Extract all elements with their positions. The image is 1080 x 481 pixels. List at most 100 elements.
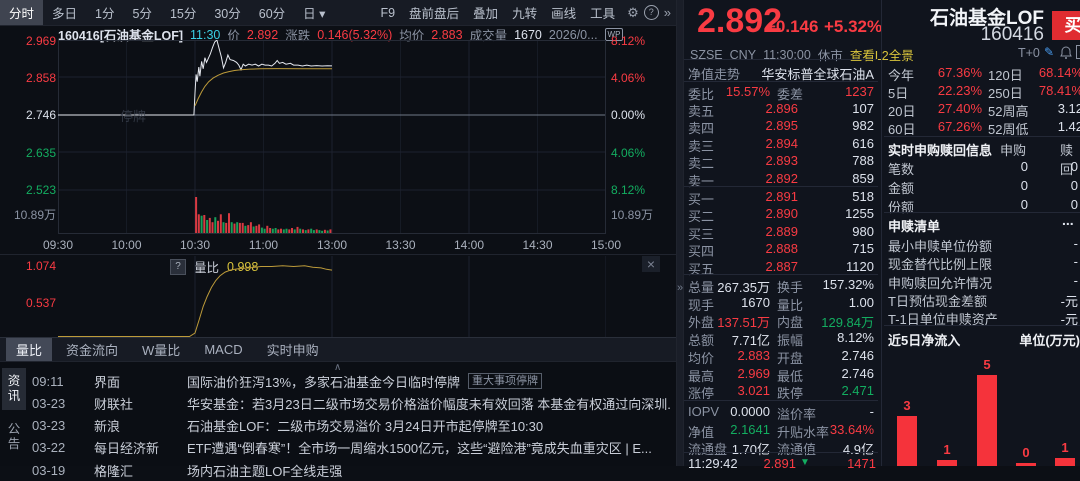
panel-divider[interactable]: » xyxy=(676,0,684,466)
ask-row-卖四[interactable]: 卖四 2.895 982 xyxy=(684,118,878,136)
news-sidebar-公告[interactable]: 公告 xyxy=(7,422,21,451)
stat-value: 2.969 xyxy=(737,365,770,381)
ask-row-卖一[interactable]: 卖一 2.892 859 xyxy=(684,171,878,189)
related-fund-link[interactable]: 华安标普全球石油A xyxy=(761,67,874,82)
timeframe-tab-30分[interactable]: 30分 xyxy=(214,7,241,21)
perf-label: 20日 xyxy=(888,104,916,119)
list-row: T-1日单位申赎资产 -元 xyxy=(884,309,1080,327)
buy-button[interactable]: 买 xyxy=(1052,11,1080,40)
toolbar-item-叠加[interactable]: 叠加 xyxy=(473,7,499,21)
indicator-tab-实时申购[interactable]: 实时申购 xyxy=(266,343,319,358)
volume-value: 1670 xyxy=(514,27,542,42)
indicator-tab-W量比[interactable]: W量比 xyxy=(142,343,181,358)
inflow-bar xyxy=(1055,458,1075,466)
toolbar-item-盘前盘后[interactable]: 盘前盘后 xyxy=(409,7,460,21)
news-panel: ∧ 资讯公告 09:11 界面 国际油价狂泻13%，多家石油基金今日临时停牌 重大事项… xyxy=(0,362,676,479)
quote-clock: 11:30:00 xyxy=(763,47,811,62)
avg-value: 2.883 xyxy=(431,27,463,42)
stat-label: 内盘 xyxy=(777,315,804,331)
timeframe-tab-1分[interactable]: 1分 xyxy=(95,7,115,21)
tick-volume: 1471 xyxy=(847,456,876,471)
level-label: 买二 xyxy=(688,209,715,225)
inflow-section-title: 近5日净流入 xyxy=(888,333,961,348)
percent-axis-label: 8.12% xyxy=(611,183,646,197)
toolbar-item-九转[interactable]: 九转 xyxy=(512,7,538,21)
bid-row-买三[interactable]: 买三 2.889 980 xyxy=(684,224,878,242)
minute-chart[interactable] xyxy=(58,40,606,234)
news-time: 03-23 xyxy=(32,395,66,411)
news-sidebar-资讯[interactable]: 资讯 xyxy=(2,368,26,410)
close-icon[interactable]: × xyxy=(642,256,660,272)
time-axis-label: 13:30 xyxy=(385,238,416,252)
price-axis-label: 2.858 xyxy=(25,71,56,85)
percent-axis-label: 4.06% xyxy=(611,71,646,85)
rt-row-金额: 金额 0 0 xyxy=(884,178,1080,196)
quote-panel: 2.892 +0.146 +5.32% 石油基金LOF 160416 买 SZS… xyxy=(684,0,1080,471)
stat-row: 最高 2.969 最低 2.746 xyxy=(684,365,878,384)
timeframe-tab-日[interactable]: 日 ▾ xyxy=(303,7,326,21)
timeframe-tab-15分[interactable]: 15分 xyxy=(169,7,197,21)
level-volume: 518 xyxy=(852,189,874,204)
nav-trend-tab[interactable]: 净值走势 xyxy=(688,67,741,82)
news-row[interactable]: 03-19 格隆汇 场内石油主题LOF全线走强 xyxy=(32,459,672,481)
expand-handle-icon[interactable]: » xyxy=(677,282,684,294)
indicator-tab-资金流向[interactable]: 资金流向 xyxy=(66,343,119,358)
bid-row-买五[interactable]: 买五 2.887 1120 xyxy=(684,259,878,277)
indicator-help-icon[interactable]: ? xyxy=(170,258,186,275)
news-row[interactable]: 03-23 财联社 华安基金：若3月23日二级市场交易价格溢价幅度未有效回落 本基金… xyxy=(32,392,672,414)
last-price: 2.892 xyxy=(697,2,783,40)
timeframe-tab-分时[interactable]: 分时 xyxy=(0,0,44,25)
divider-line xyxy=(884,136,1080,137)
rt-col-subscribe: 申购 xyxy=(1000,143,1027,158)
add-icon[interactable]: + xyxy=(1076,45,1080,59)
timeframe-tab-5分[interactable]: 5分 xyxy=(132,7,152,21)
indicator-legend: ? 量比 0.998 xyxy=(170,257,258,276)
ask-row-卖三[interactable]: 卖三 2.894 616 xyxy=(684,135,878,154)
ask-row-卖五[interactable]: 卖五 2.896 107 xyxy=(684,101,878,119)
level-price: 2.890 xyxy=(765,206,798,222)
more-icon[interactable]: » xyxy=(663,5,671,20)
news-title: 华安基金：若3月23日二级市场交易价格溢价幅度未有效回落 本基金有权通过向深圳.… xyxy=(187,396,672,412)
news-source: 新浪 xyxy=(94,419,121,435)
collapse-icon[interactable]: ∧ xyxy=(334,362,342,373)
level-price: 2.894 xyxy=(765,135,798,151)
news-time: 09:11 xyxy=(32,373,64,389)
pencil-icon[interactable]: ✎ xyxy=(1044,45,1055,59)
news-row[interactable]: 03-23 新浪 石油基金LOF：二级市场交易溢价 3月24日开市起停牌至10:30 xyxy=(32,415,672,437)
news-row[interactable]: 09:11 界面 国际油价狂泻13%，多家石油基金今日临时停牌 重大事项停牌 xyxy=(32,370,672,392)
inflow-bar-label: 3 xyxy=(903,398,911,413)
level-volume: 616 xyxy=(852,135,874,151)
stat-value: 2.883 xyxy=(737,347,770,363)
bid-row-买一[interactable]: 买一 2.891 518 xyxy=(684,189,878,207)
stat-label: 流通值 xyxy=(777,442,817,458)
weibi-value: 15.57% xyxy=(725,84,770,99)
toolbar-item-F9[interactable]: F9 xyxy=(380,5,396,20)
news-time: 03-22 xyxy=(32,440,66,456)
toolbar-item-工具[interactable]: 工具 xyxy=(590,7,616,21)
indicator-tab-MACD[interactable]: MACD xyxy=(204,342,243,357)
help-icon[interactable]: ? xyxy=(643,5,659,20)
more-icon[interactable]: ... xyxy=(1062,212,1074,228)
ask-row-卖二[interactable]: 卖二 2.893 788 xyxy=(684,153,878,172)
list-value: - xyxy=(1073,272,1078,288)
time-axis-label: 09:30 xyxy=(42,238,74,252)
bell-icon[interactable] xyxy=(1060,46,1072,62)
perf-label: 250日 xyxy=(988,86,1023,101)
halted-watermark: 停牌 xyxy=(120,109,147,124)
inflow-bar xyxy=(977,375,997,466)
indicator-tab-量比[interactable]: 量比 xyxy=(6,338,53,361)
timeframe-tab-多日[interactable]: 多日 xyxy=(52,7,78,21)
bid-row-买二[interactable]: 买二 2.890 1255 xyxy=(684,206,878,225)
bid-row-买四[interactable]: 买四 2.888 715 xyxy=(684,241,878,259)
timeframe-tab-60分[interactable]: 60分 xyxy=(258,7,286,21)
wp-badge-icon[interactable]: WP xyxy=(604,28,624,41)
list-row: T日预估现金差额 -元 xyxy=(884,291,1080,309)
volume-ratio-chart[interactable] xyxy=(58,256,606,340)
stat-label: 开盘 xyxy=(777,350,804,366)
news-row[interactable]: 03-22 每日经济新 ETF遭遇“倒春寒”！全市场一周缩水1500亿元，这些“避险… xyxy=(32,437,672,459)
toolbar-item-画线[interactable]: 画线 xyxy=(551,7,577,21)
rt-subscribe-value: 0 xyxy=(1020,178,1028,193)
gear-icon[interactable]: ⚙ xyxy=(627,4,639,20)
inflow-bar xyxy=(897,416,917,466)
level-label: 卖二 xyxy=(688,156,715,172)
